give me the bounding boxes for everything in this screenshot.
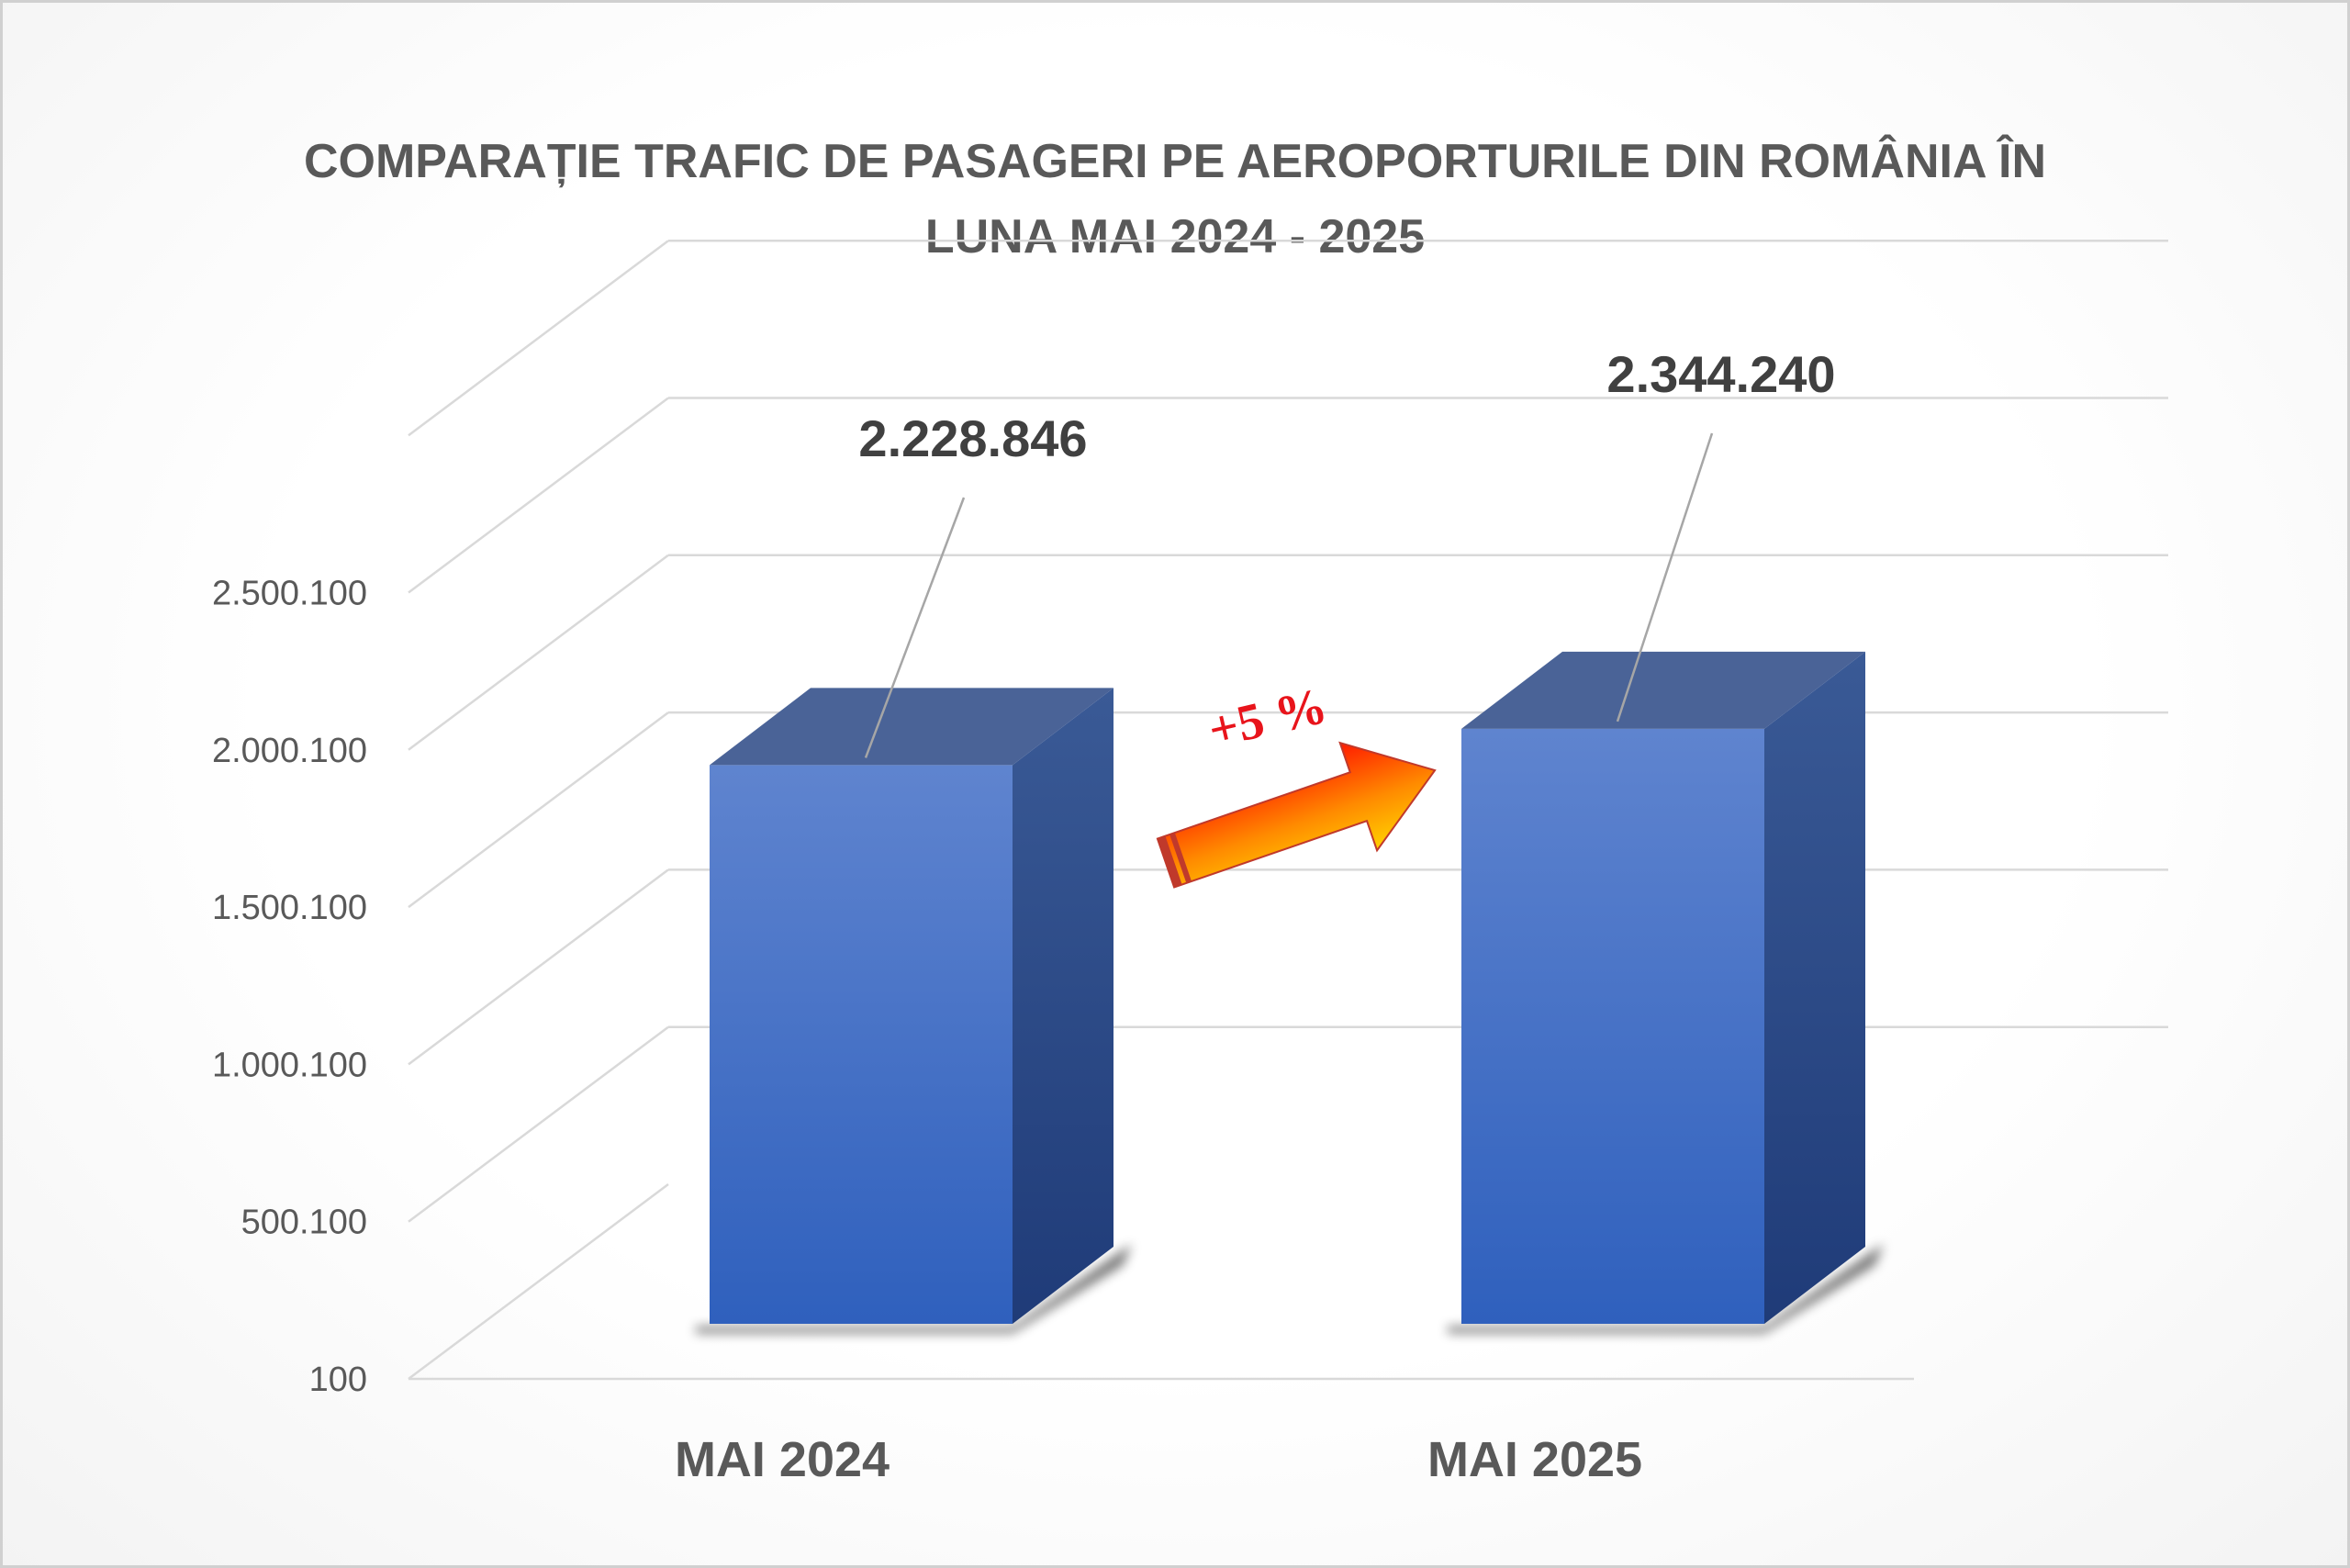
y-tick-label: 2.000.100 [212,732,367,770]
gridline-side [408,868,669,1066]
y-tick-label: 2.500.100 [212,575,367,613]
gridline-side [408,1025,669,1223]
category-label: MAI 2024 [675,1432,890,1487]
y-tick-label: 1.000.100 [212,1046,367,1084]
arrow-tail-stripe [1169,833,1192,883]
leader-line [864,497,966,758]
y-tick-label: 100 [309,1361,367,1399]
y-tick-label: 500.100 [241,1204,367,1242]
bar-top [1461,651,1865,729]
gridline-side [408,554,669,751]
leader-line [1616,432,1714,722]
bars [696,651,1884,1333]
bar-front [1461,728,1764,1324]
data-labels: 2.228.846 MAI 2024 2.344.240 MAI 2025 [675,345,1836,1487]
growth-percent-label: +5 % [1203,678,1333,760]
gridline-side [408,1182,669,1381]
gridline-side [408,397,669,594]
bar-front [710,765,1013,1324]
arrow-tail-stripe [1157,835,1182,888]
gridline-side [408,711,669,909]
gridline-side [408,240,669,437]
chart-title: COMPARAȚIE TRAFIC DE PASAGERI PE AEROPOR… [303,135,2047,263]
arrow-body [1156,741,1437,889]
bar-top [710,688,1113,766]
bar-side [1013,688,1113,1324]
category-label: MAI 2025 [1427,1432,1642,1487]
growth-arrow-shape [1156,741,1437,889]
bar-side [1764,651,1865,1324]
y-axis: 100 500.100 1.000.100 1.500.100 2.000.100 2.5… [212,575,367,1400]
data-label: 2.228.846 [858,409,1087,467]
y-tick-label: 1.500.100 [212,889,367,927]
data-label: 2.344.240 [1606,345,1835,403]
